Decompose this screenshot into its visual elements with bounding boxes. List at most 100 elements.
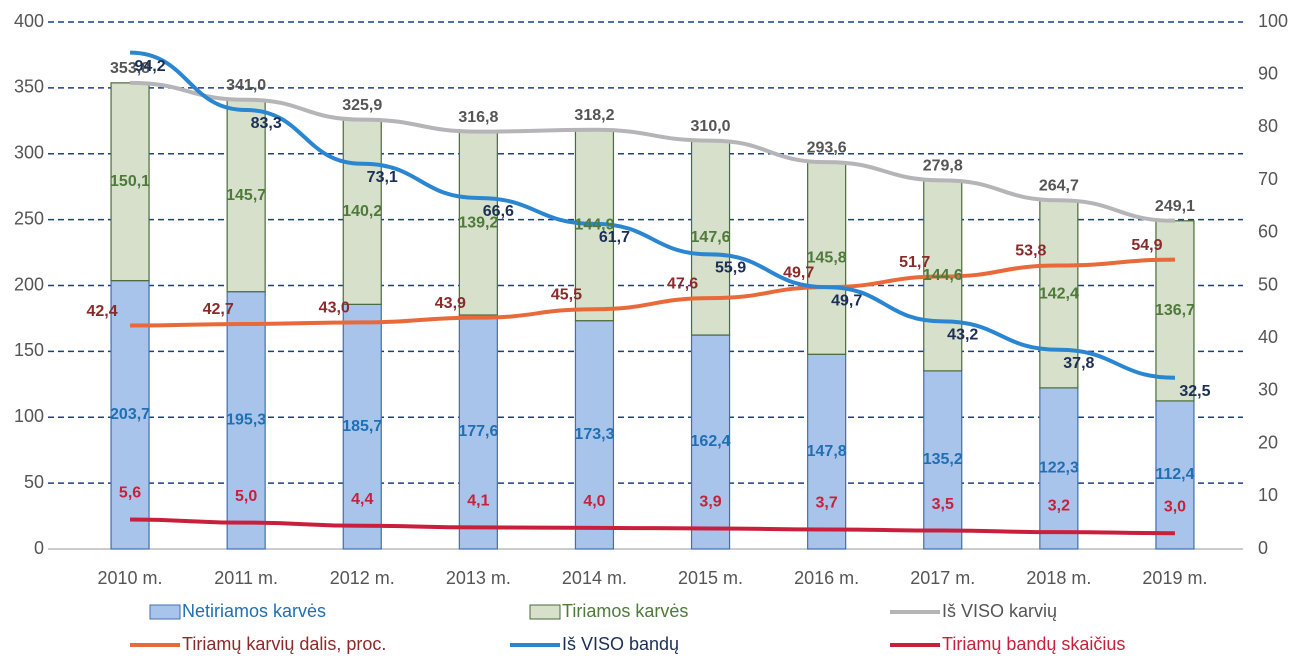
value-label: 112,4 [1155, 466, 1194, 483]
y-tick-label: 50 [24, 472, 44, 492]
value-label: 177,6 [458, 423, 498, 440]
y2-tick-label: 90 [1258, 63, 1278, 83]
line [130, 257, 1175, 328]
value-label: 5,6 [119, 485, 141, 502]
y-tick-label: 0 [34, 538, 44, 558]
y-tick-label: 300 [14, 143, 44, 163]
value-label: 73,1 [367, 169, 398, 186]
value-label: 4,1 [467, 493, 489, 510]
value-label: 173,3 [574, 426, 614, 443]
bar [458, 314, 498, 550]
value-label: 45,5 [551, 286, 582, 303]
legend-label: Iš VISO bandų [562, 634, 679, 654]
value-label: 3,5 [932, 496, 954, 513]
bar [574, 320, 615, 550]
value-label: 47,6 [667, 275, 698, 292]
value-label: 43,0 [319, 300, 350, 317]
legend-label: Tiriamų karvių dalis, proc. [182, 634, 386, 654]
value-label: 139,2 [458, 215, 498, 232]
y-tick-label: 100 [14, 406, 44, 426]
value-label: 4,4 [351, 491, 373, 508]
x-tick-label: 2012 m. [330, 568, 395, 588]
value-label: 147,8 [807, 443, 847, 460]
y2-tick-label: 20 [1258, 432, 1278, 452]
value-label: 83,3 [251, 115, 282, 132]
value-label: 66,6 [483, 203, 514, 220]
y-tick-label: 350 [14, 77, 44, 97]
x-tick-label: 2017 m. [910, 568, 975, 588]
value-label: 140,2 [342, 203, 382, 220]
bar [226, 99, 266, 293]
value-label: 136,7 [1155, 302, 1195, 319]
y2-tick-label: 100 [1258, 11, 1288, 31]
value-label: 94,2 [134, 58, 165, 75]
value-label: 279,8 [923, 158, 963, 175]
value-label: 185,7 [342, 418, 382, 435]
value-label: 162,4 [691, 433, 731, 450]
value-label: 147,6 [691, 229, 731, 246]
y-tick-label: 200 [14, 274, 44, 294]
bar [342, 119, 382, 305]
value-label: 144,9 [574, 216, 614, 233]
value-label: 150,1 [110, 173, 150, 190]
x-tick-label: 2010 m. [98, 568, 163, 588]
value-label: 341,0 [226, 77, 266, 94]
bar [458, 131, 498, 316]
bar [110, 82, 150, 282]
value-label: 203,7 [110, 406, 150, 423]
value-label: 5,0 [235, 488, 257, 505]
bar [1155, 400, 1195, 550]
value-label: 37,8 [1063, 355, 1094, 372]
value-label: 293,6 [807, 139, 847, 156]
x-tick-label: 2015 m. [678, 568, 743, 588]
value-label: 42,7 [203, 301, 234, 318]
value-label: 43,9 [435, 295, 466, 312]
y-tick-label: 400 [14, 11, 44, 31]
bar [342, 303, 382, 550]
bar [226, 291, 266, 550]
legend-swatch [149, 604, 181, 620]
y2-tick-label: 40 [1258, 327, 1278, 347]
x-tick-label: 2019 m. [1142, 568, 1207, 588]
value-label: 310,0 [691, 118, 731, 135]
value-label: 55,9 [715, 260, 746, 277]
x-tick-label: 2011 m. [214, 568, 278, 588]
bar [1039, 199, 1079, 389]
value-label: 54,9 [1131, 237, 1162, 254]
legend-label: Tiriamų bandų skaičius [942, 634, 1125, 654]
x-tick-label: 2013 m. [446, 568, 511, 588]
y2-tick-label: 0 [1258, 538, 1268, 558]
value-label: 3,2 [1048, 497, 1070, 514]
value-label: 42,4 [86, 303, 117, 320]
value-label: 122,3 [1039, 460, 1079, 477]
value-label: 3,0 [1164, 498, 1186, 515]
value-label: 3,7 [816, 495, 838, 512]
value-label: 49,7 [783, 264, 814, 281]
value-label: 61,7 [599, 229, 630, 246]
line [130, 517, 1175, 536]
value-label: 32,5 [1179, 383, 1210, 400]
value-label: 49,7 [831, 292, 862, 309]
value-label: 3,9 [699, 494, 721, 511]
x-tick-label: 2014 m. [562, 568, 627, 588]
value-label: 135,2 [923, 451, 963, 468]
value-label: 142,4 [1039, 285, 1079, 302]
value-label: 145,8 [807, 249, 847, 266]
y2-tick-label: 60 [1258, 222, 1278, 242]
legend-label: Tiriamos karvės [562, 601, 688, 621]
value-label: 249,1 [1155, 198, 1195, 215]
legend-label: Netiriamos karvės [182, 601, 326, 621]
y2-tick-label: 70 [1258, 169, 1278, 189]
y2-tick-label: 30 [1258, 380, 1278, 400]
value-label: 4,0 [583, 493, 605, 510]
value-label: 325,9 [342, 97, 382, 114]
value-label: 51,7 [899, 254, 930, 271]
value-label: 318,2 [574, 107, 614, 124]
value-label: 316,8 [458, 109, 498, 126]
legend-label: Iš VISO karvių [942, 601, 1057, 621]
value-label: 53,8 [1015, 243, 1046, 260]
value-label: 353,8 [110, 60, 150, 77]
bar [1039, 387, 1079, 550]
value-label: 43,2 [947, 327, 978, 344]
